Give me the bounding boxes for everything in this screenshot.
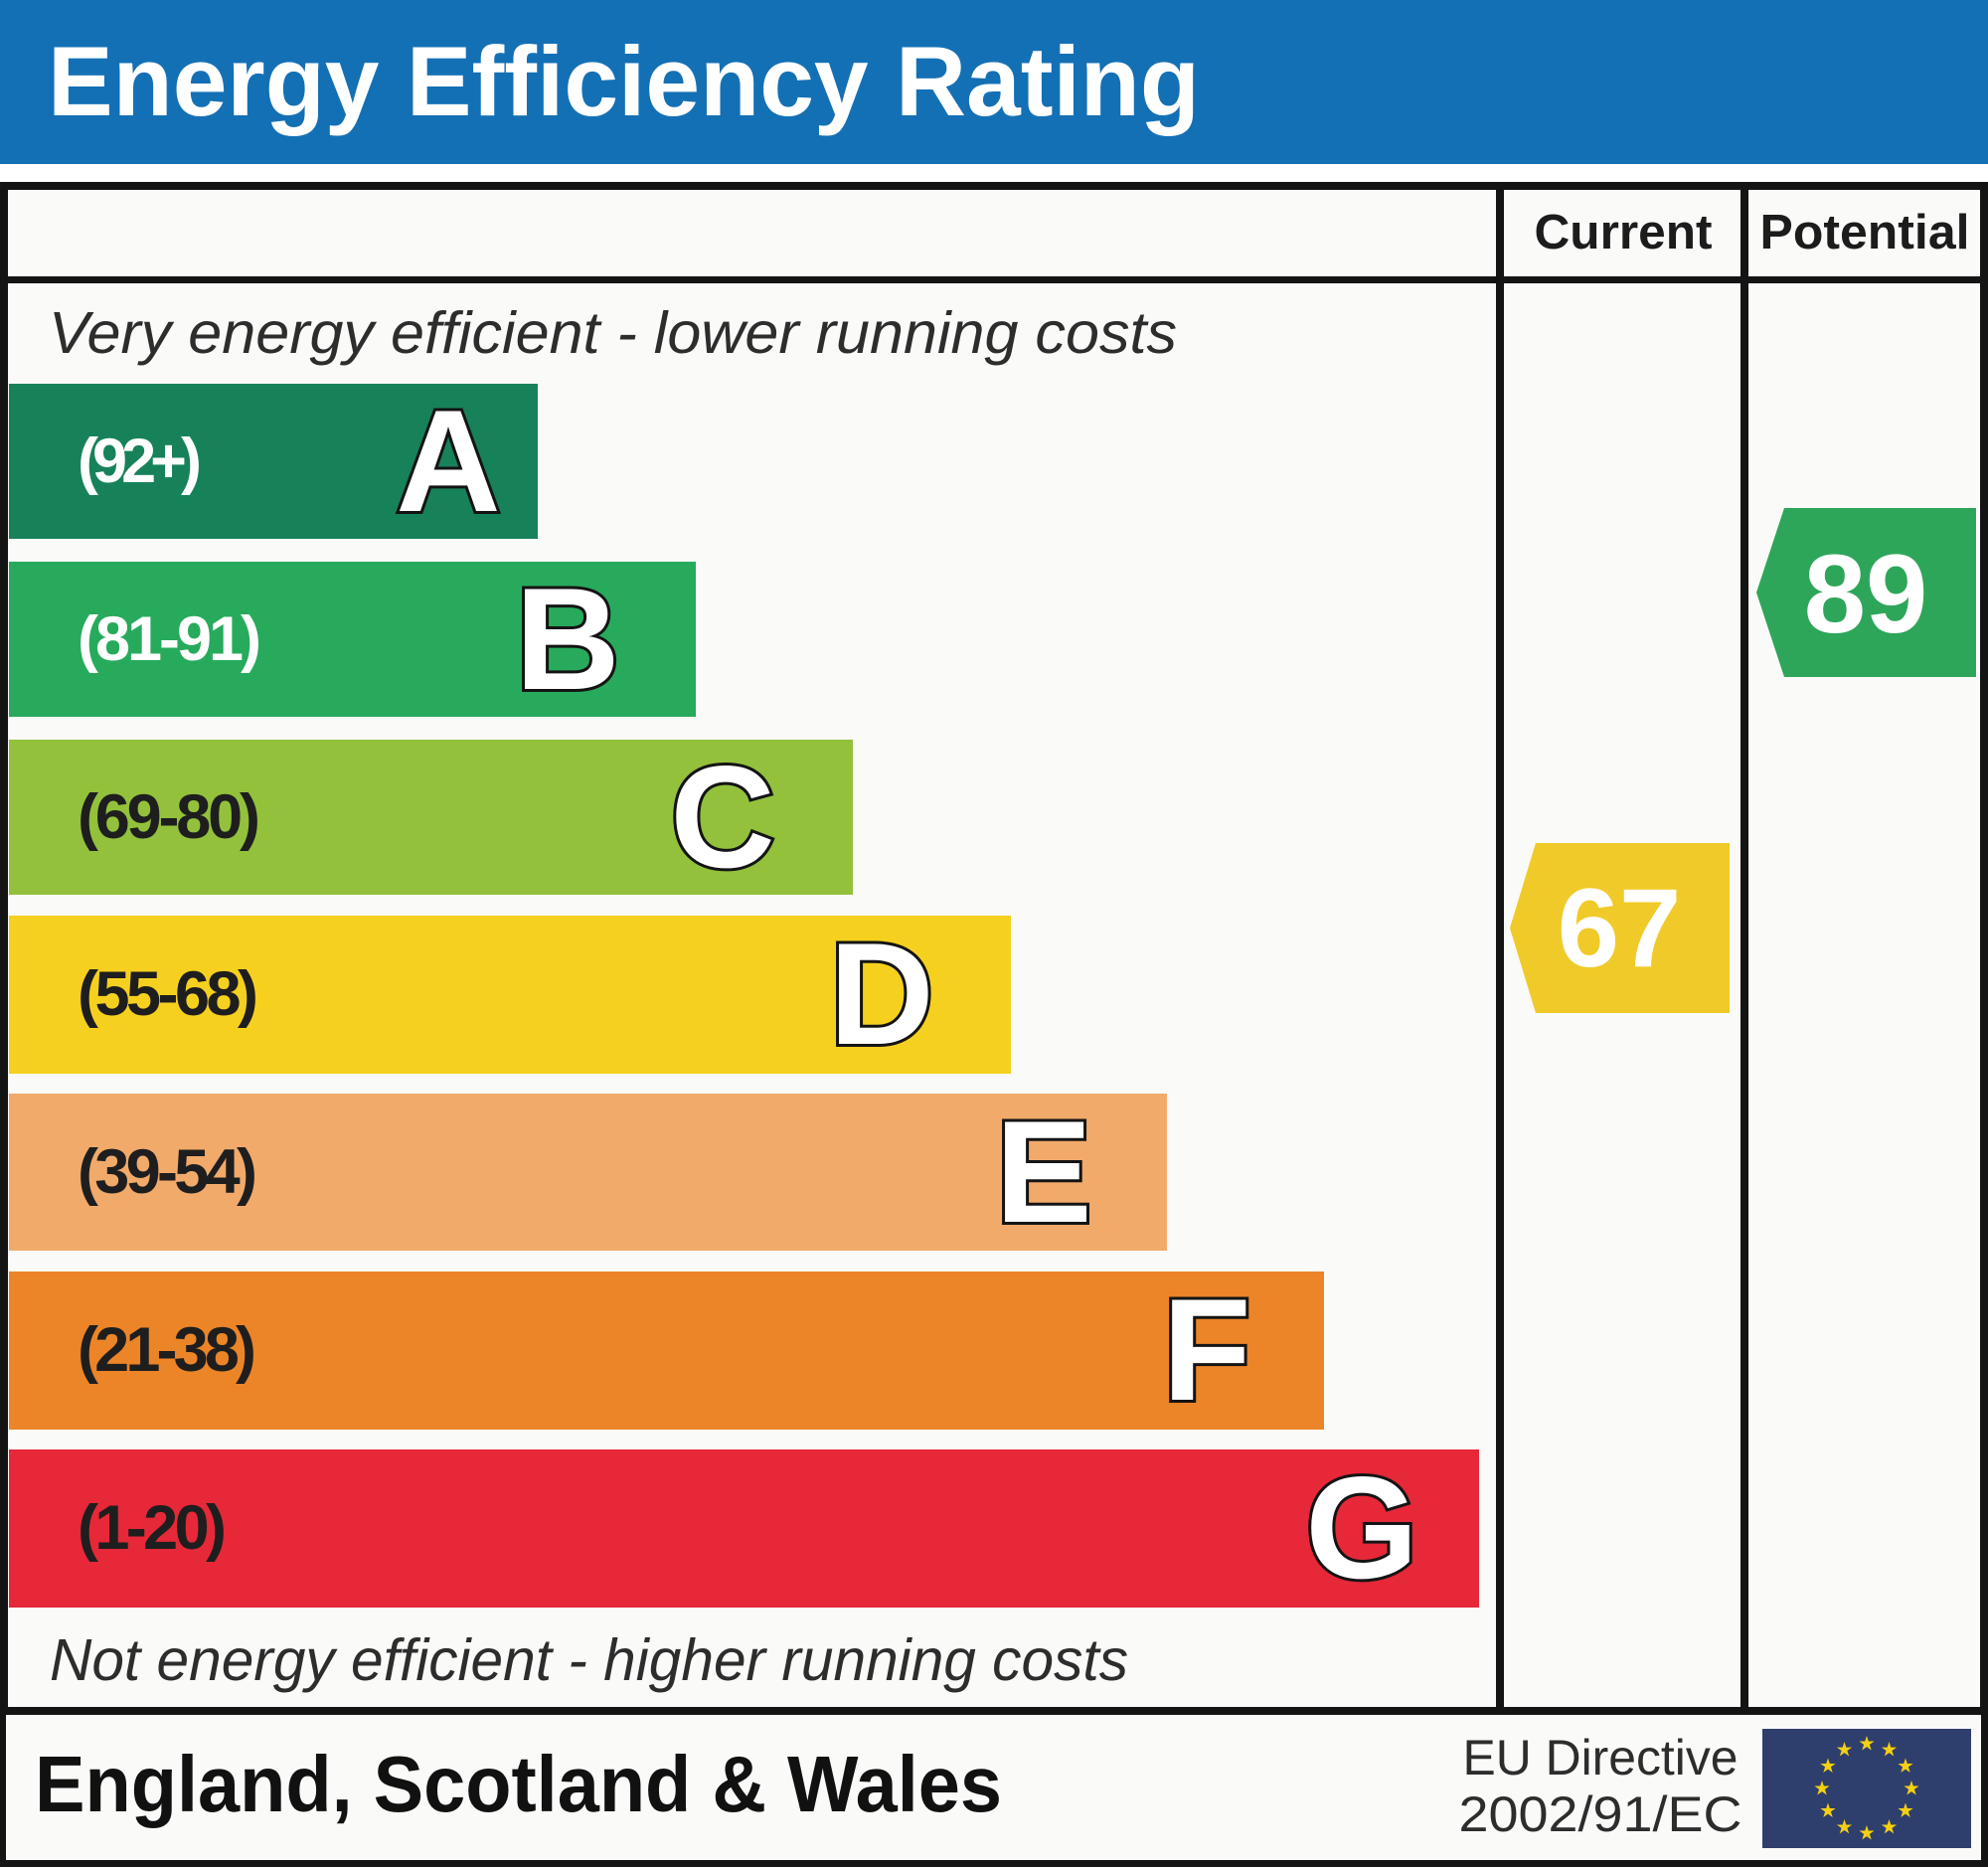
svg-text:2002/91/EC: 2002/91/EC [1459,1786,1742,1842]
svg-text:G: G [1305,1446,1418,1609]
svg-text:F: F [1162,1269,1250,1431]
svg-text:(39-54): (39-54) [78,1137,257,1207]
svg-text:Current: Current [1535,206,1713,259]
svg-text:England, Scotland & Wales: England, Scotland & Wales [35,1740,1002,1828]
svg-text:EU Directive: EU Directive [1463,1730,1739,1785]
svg-text:(69-80): (69-80) [78,782,260,852]
svg-text:C: C [670,736,774,898]
svg-text:Not energy efficient - higher: Not energy efficient - higher running co… [50,1627,1128,1693]
svg-text:B: B [515,558,619,720]
svg-text:Potential: Potential [1760,206,1970,259]
svg-text:A: A [396,380,500,542]
svg-text:(81-91): (81-91) [78,604,261,674]
svg-text:Energy Efficiency Rating: Energy Efficiency Rating [48,26,1200,136]
svg-text:Very energy efficient - lower: Very energy efficient - lower running co… [49,300,1177,366]
svg-text:67: 67 [1558,866,1682,990]
svg-text:(92+): (92+) [78,426,202,496]
svg-text:(1-20): (1-20) [78,1493,227,1563]
svg-text:89: 89 [1804,532,1928,656]
svg-text:(21-38): (21-38) [78,1315,256,1385]
svg-text:D: D [829,913,933,1075]
svg-text:(55-68): (55-68) [78,959,258,1029]
svg-text:E: E [995,1091,1091,1253]
